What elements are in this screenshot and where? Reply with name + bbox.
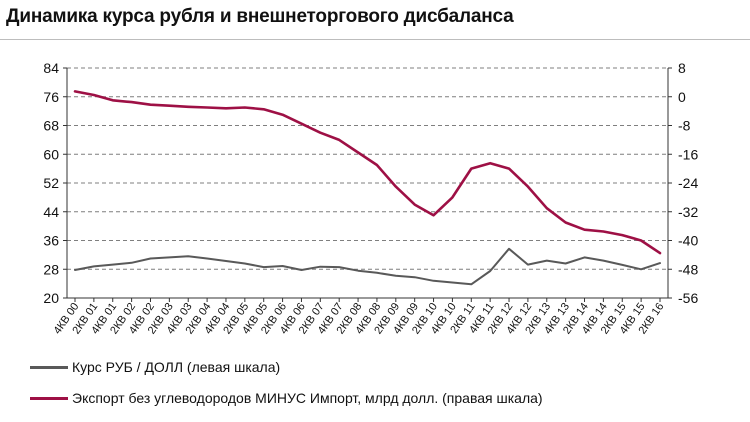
legend-swatch-rub — [30, 365, 68, 369]
line-chart: 84 8 76 0 68 -8 60 -16 52 -24 44 -32 36 -40 28 -48 20 -56… — [43, 60, 698, 337]
y-left-tick-label: 60 — [43, 146, 59, 162]
y-right-tick-label: -16 — [678, 146, 698, 162]
legend-item-trade: Экспорт без углеводородов МИНУС Импорт, … — [30, 390, 543, 406]
y-left-tick-label: 44 — [43, 204, 59, 220]
y-right-tick-label: -24 — [678, 175, 698, 191]
y-left-tick-label: 20 — [43, 290, 59, 306]
y-left-tick-label: 84 — [43, 60, 59, 76]
y-right-tick-label: -32 — [678, 204, 698, 220]
y-left-tick-label: 52 — [43, 175, 59, 191]
title-divider — [0, 39, 750, 40]
y-right-tick-label: 8 — [678, 60, 686, 76]
y-left-tick-label: 36 — [43, 233, 59, 249]
y-right-tick-label: 0 — [678, 89, 686, 105]
series-line-trade — [73, 90, 662, 255]
legend-swatch-trade — [30, 396, 68, 400]
y-right-tick-label: -48 — [678, 261, 698, 277]
y-right-tick-label: -56 — [678, 290, 698, 306]
legend-label-trade: Экспорт без углеводородов МИНУС Импорт, … — [72, 390, 543, 406]
y-left-tick-label: 28 — [43, 261, 59, 277]
legend-label-rub: Курс РУБ / ДОЛЛ (левая шкала) — [72, 359, 281, 375]
y-right-tick-label: -8 — [678, 118, 691, 134]
y-left-tick-label: 68 — [43, 118, 59, 134]
y-right-tick-label: -40 — [678, 233, 698, 249]
chart-title: Динамика курса рубля и внешнеторгового д… — [6, 6, 514, 27]
series-line-rub — [74, 247, 661, 286]
legend-item-rub: Курс РУБ / ДОЛЛ (левая шкала) — [30, 359, 280, 375]
y-left-tick-label: 76 — [43, 89, 59, 105]
